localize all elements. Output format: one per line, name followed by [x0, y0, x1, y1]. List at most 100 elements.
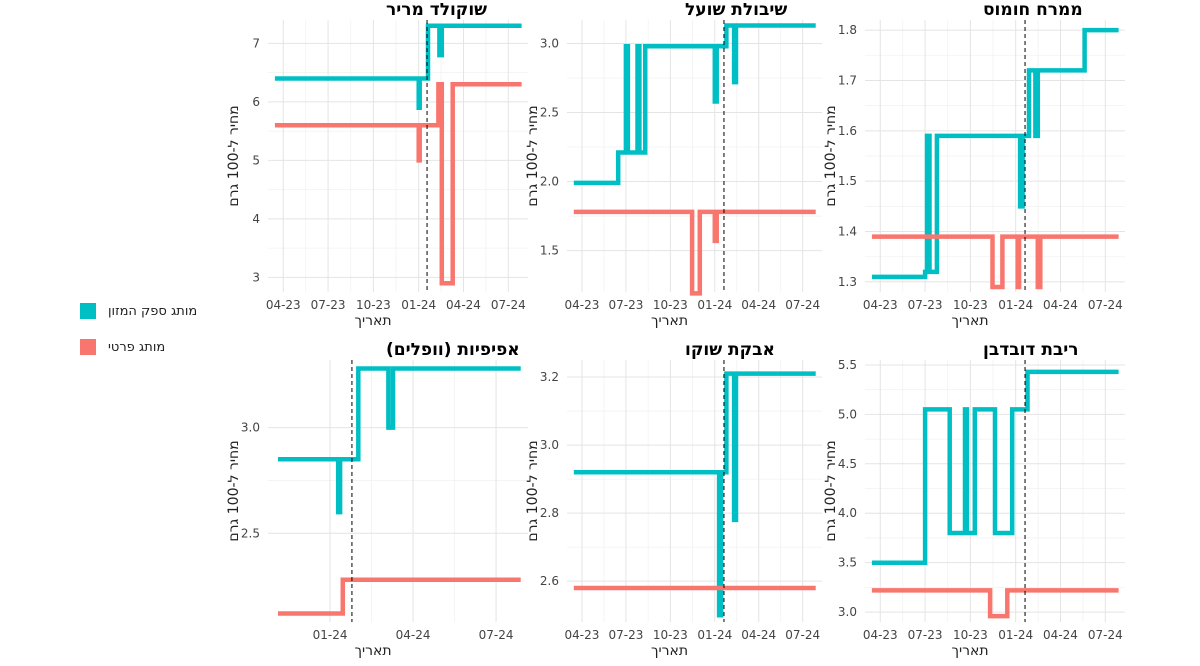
- y-axis-title: מחיר ל-100 גרם: [525, 440, 541, 541]
- y-axis-title: מחיר ל-100 גרם: [226, 440, 242, 541]
- panel-title: ממרח חומוס: [983, 0, 1083, 20]
- x-tick-label: 04-23: [565, 298, 600, 312]
- x-tick-label: 01-24: [998, 298, 1033, 312]
- series-line-supplier-brand: [274, 23, 522, 110]
- y-tick-label: 3: [252, 270, 260, 284]
- x-tick-label: 01-24: [697, 298, 732, 312]
- y-tick-label: 3.2: [540, 370, 559, 384]
- x-tick-label: 10-23: [953, 298, 988, 312]
- x-tick-label: 04-23: [266, 298, 301, 312]
- y-tick-label: 1.7: [838, 73, 857, 87]
- series-line-private-brand: [871, 234, 1119, 290]
- y-tick-label: 4.5: [838, 457, 857, 471]
- x-tick-label: 10-23: [953, 628, 988, 642]
- x-axis-title: תאריך: [651, 313, 688, 329]
- legend-item-private-brand: מותג פרטי: [80, 336, 220, 358]
- x-tick-label: 07-24: [491, 298, 526, 312]
- x-tick-label: 04-24: [446, 298, 481, 312]
- legend-label-supplier-brand: מותג ספק המזון: [108, 303, 198, 319]
- x-axis-title: תאריך: [354, 313, 391, 329]
- x-tick-label: 01-24: [697, 628, 732, 642]
- x-tick-label: 01-24: [313, 628, 348, 642]
- x-tick-label: 07-23: [908, 298, 943, 312]
- x-tick-label: 04-24: [1043, 628, 1078, 642]
- x-tick-label: 04-24: [741, 298, 776, 312]
- x-axis-title: תאריך: [354, 643, 391, 659]
- y-tick-label: 3.5: [838, 556, 857, 570]
- panel-6: 3.0 3.5 4.0 4.5 5.0 5.5 04-23 07-23 10-23 01-24 04…: [823, 340, 1125, 659]
- y-tick-label: 1.3: [838, 275, 857, 289]
- x-tick-label: 07-23: [608, 628, 643, 642]
- x-tick-label: 01-24: [998, 628, 1033, 642]
- x-tick-label: 10-23: [653, 298, 688, 312]
- y-tick-label: 1.8: [838, 23, 857, 37]
- y-tick-label: 1.5: [540, 244, 559, 258]
- y-tick-label: 5.0: [838, 407, 857, 421]
- panel-4: 2.5 3.0 01-24 04-24 07-24 אפיפיות (וופלים) תאר…: [226, 340, 528, 659]
- y-axis-title: מחיר ל-100 גרם: [226, 105, 242, 206]
- series-line-supplier-brand: [278, 366, 521, 515]
- y-tick-label: 5.5: [838, 358, 857, 372]
- x-tick-label: 07-23: [608, 298, 643, 312]
- panel-5: 2.6 2.8 3.0 3.2 04-23 07-23 10-23 01-24 04-24 07-…: [525, 340, 822, 659]
- y-tick-label: 1.4: [838, 225, 857, 239]
- y-axis-title: מחיר ל-100 גרם: [823, 105, 839, 206]
- x-tick-label: 07-23: [311, 298, 346, 312]
- panel-2: 1.5 2.0 2.5 3.0 04-23 07-23 10-23 01-24 04-24 07-…: [525, 0, 822, 329]
- series-line-supplier-brand: [573, 23, 816, 186]
- x-tick-label: 07-24: [1088, 298, 1123, 312]
- panel-3: 1.3 1.4 1.5 1.6 1.7 1.8 04-23 07-23 10-23 01-24 04…: [823, 0, 1125, 329]
- x-tick-label: 07-23: [908, 628, 943, 642]
- panel-title: אבקת שוקו: [685, 340, 775, 360]
- y-tick-label: 3.0: [241, 421, 260, 435]
- legend-key-private-brand: [80, 339, 96, 355]
- legend-item-supplier-brand: מותג ספק המזון: [80, 300, 220, 322]
- series-line-private-brand: [278, 577, 521, 616]
- y-tick-label: 5: [252, 153, 260, 167]
- x-axis-title: תאריך: [951, 643, 988, 659]
- legend: מותג ספק המזון מותג פרטי: [80, 300, 220, 372]
- x-tick-label: 04-23: [863, 298, 898, 312]
- series-line-supplier-brand: [871, 369, 1119, 565]
- series-line-private-brand: [274, 82, 522, 286]
- series-line-supplier-brand: [871, 27, 1119, 280]
- panel-title: אפיפיות (וופלים): [386, 340, 520, 360]
- y-axis-title: מחיר ל-100 גרם: [525, 105, 541, 206]
- series-line-supplier-brand: [573, 371, 816, 618]
- y-tick-label: 2.0: [540, 175, 559, 189]
- panel-title: שיבולת שועל: [685, 0, 787, 20]
- x-tick-label: 07-24: [1088, 628, 1123, 642]
- x-tick-label: 04-23: [565, 628, 600, 642]
- x-tick-label: 07-24: [785, 298, 820, 312]
- y-tick-label: 2.5: [540, 106, 559, 120]
- y-tick-label: 4: [252, 212, 260, 226]
- x-tick-label: 01-24: [401, 298, 436, 312]
- y-tick-label: 2.8: [540, 506, 559, 520]
- x-tick-label: 10-23: [653, 628, 688, 642]
- y-tick-label: 1.6: [838, 124, 857, 138]
- x-axis-title: תאריך: [651, 643, 688, 659]
- x-tick-label: 04-23: [863, 628, 898, 642]
- y-tick-label: 4.0: [838, 506, 857, 520]
- y-tick-label: 3.0: [540, 36, 559, 50]
- x-tick-label: 10-23: [356, 298, 391, 312]
- x-axis-title: תאריך: [951, 313, 988, 329]
- y-tick-label: 7: [252, 36, 260, 50]
- x-tick-label: 07-24: [479, 628, 514, 642]
- panel-1: 3 4 5 6 7 04-23 07-23 10-23 01-24 04-24 07-24 שוקול…: [226, 0, 528, 329]
- x-tick-label: 07-24: [785, 628, 820, 642]
- y-tick-label: 2.5: [241, 526, 260, 540]
- y-tick-label: 2.6: [540, 574, 559, 588]
- y-axis-title: מחיר ל-100 גרם: [823, 440, 839, 541]
- x-tick-label: 04-24: [396, 628, 431, 642]
- y-tick-label: 6: [252, 95, 260, 109]
- y-tick-label: 3.0: [838, 605, 857, 619]
- panel-title: שוקולד מריר: [386, 0, 487, 20]
- y-tick-label: 1.5: [838, 174, 857, 188]
- legend-key-supplier-brand: [80, 303, 96, 319]
- y-tick-label: 3.0: [540, 438, 559, 452]
- series-line-private-brand: [573, 209, 816, 296]
- x-tick-label: 04-24: [1043, 298, 1078, 312]
